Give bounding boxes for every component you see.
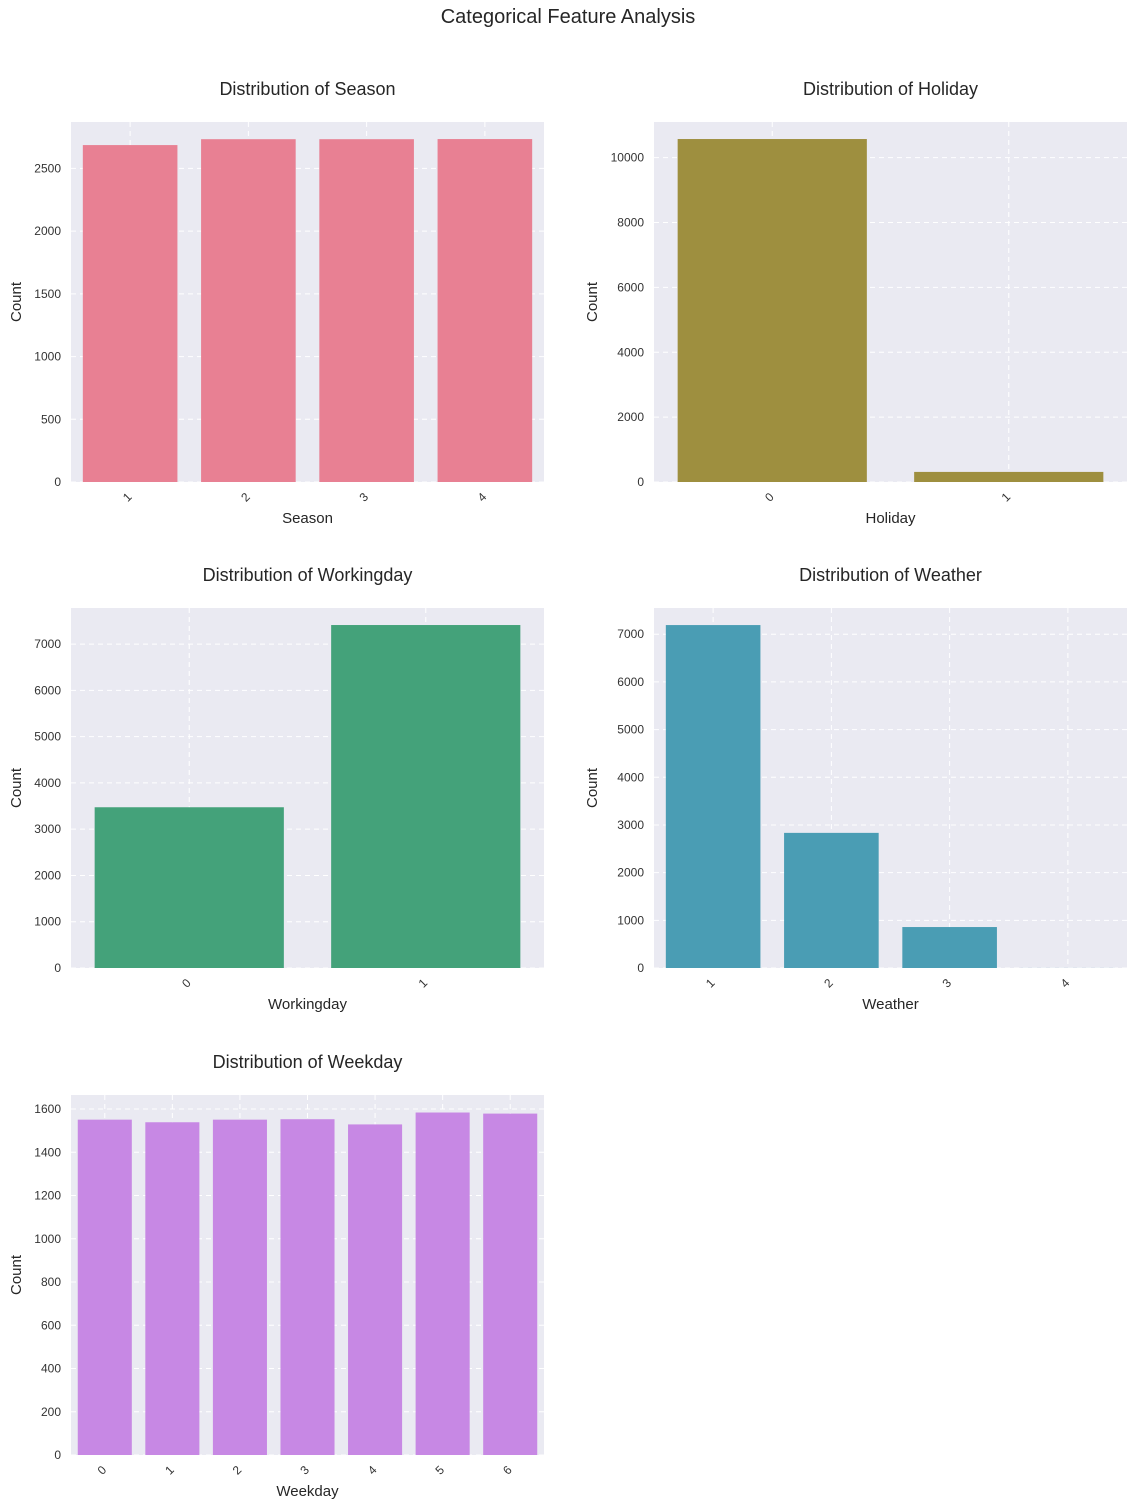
holiday-ytick-label: 6000 [617, 280, 644, 294]
weather-ytick-label: 4000 [617, 770, 644, 784]
weekday-ytick-label: 600 [41, 1318, 61, 1332]
season-ytick-label: 2000 [34, 224, 61, 238]
weather-xtick-label: 4 [1058, 976, 1073, 991]
weekday-ytick-label: 1000 [34, 1232, 61, 1246]
weather-bar-3 [902, 927, 997, 968]
weekday-ytick-label: 1400 [34, 1145, 61, 1159]
weekday-y-axis-label: Count [8, 1254, 25, 1295]
weekday-ytick-label: 1200 [34, 1189, 61, 1203]
holiday-ytick-label: 2000 [617, 410, 644, 424]
workingday-ytick-label: 4000 [34, 776, 61, 790]
weekday-bar-4 [348, 1124, 403, 1455]
weekday-xtick-label: 1 [162, 1463, 177, 1478]
weekday-ytick-label: 400 [41, 1362, 61, 1376]
workingday-xtick-label: 1 [416, 976, 431, 991]
weather-ytick-label: 6000 [617, 675, 644, 689]
holiday-bar-1 [914, 471, 1104, 482]
weekday-bar-5 [415, 1112, 470, 1455]
workingday-ytick-label: 1000 [34, 915, 61, 929]
weather-ytick-label: 7000 [617, 627, 644, 641]
weather-y-axis-label: Count [584, 767, 601, 808]
season-chart: 0 500 1000 1500 2000 2500 1 2 3 4 Season Count Distr… [8, 79, 544, 527]
season-ytick-label: 1500 [34, 287, 61, 301]
weather-ytick-label: 1000 [617, 913, 644, 927]
weather-ytick-label: 3000 [617, 818, 644, 832]
weekday-chart-title: Distribution of Weekday [213, 1052, 403, 1072]
workingday-ytick-label: 7000 [34, 637, 61, 651]
holiday-ytick-label: 8000 [617, 216, 644, 230]
holiday-x-axis-label: Holiday [865, 510, 916, 527]
weather-bar-2 [784, 832, 879, 968]
weather-xtick-label: 2 [821, 976, 836, 991]
season-xtick-label: 4 [475, 490, 490, 505]
weekday-bar-1 [145, 1122, 200, 1455]
holiday-bar-0 [677, 139, 867, 482]
workingday-bar-0 [94, 807, 284, 968]
season-ytick-label: 1000 [34, 350, 61, 364]
figure-title: Categorical Feature Analysis [440, 6, 696, 28]
holiday-chart: 0 2000 4000 6000 8000 10000 0 1 Holiday Count Dist… [584, 79, 1127, 527]
weekday-xtick-label: 6 [500, 1463, 515, 1478]
season-bar-3 [319, 139, 414, 482]
workingday-chart: 0 1000 2000 3000 4000 5000 6000 7000 0 1 Workingda… [8, 565, 544, 1013]
weather-ytick-label: 5000 [617, 723, 644, 737]
season-xtick-label: 3 [356, 490, 371, 505]
weekday-xtick-label: 5 [433, 1463, 448, 1478]
holiday-xtick-label: 1 [999, 490, 1014, 505]
season-bar-4 [437, 139, 533, 482]
weekday-xtick-label: 3 [297, 1463, 312, 1478]
weekday-xtick-label: 2 [230, 1463, 245, 1478]
season-xtick-label: 2 [238, 490, 253, 505]
weekday-ytick-label: 800 [41, 1275, 61, 1289]
holiday-ytick-label: 0 [637, 475, 644, 489]
weather-x-axis-label: Weather [862, 996, 918, 1013]
weather-ytick-label: 0 [637, 961, 644, 975]
holiday-ytick-label: 10000 [611, 151, 645, 165]
holiday-xtick-label: 0 [762, 490, 777, 505]
season-bar-2 [201, 139, 296, 482]
weekday-xtick-label: 0 [95, 1463, 110, 1478]
workingday-chart-title: Distribution of Workingday [203, 565, 413, 585]
season-ytick-label: 500 [41, 412, 61, 426]
workingday-xtick-label: 0 [179, 976, 194, 991]
season-chart-title: Distribution of Season [219, 79, 395, 99]
weekday-x-axis-label: Weekday [276, 1483, 339, 1500]
workingday-bar-1 [331, 625, 521, 968]
workingday-ytick-label: 6000 [34, 683, 61, 697]
season-x-axis-label: Season [282, 510, 333, 527]
season-ytick-label: 2500 [34, 161, 61, 175]
weekday-ytick-label: 200 [41, 1405, 61, 1419]
weekday-chart: 0 200 400 600 800 1000 1200 1400 1600 0 1 2 3 4 5 6 Week… [8, 1052, 544, 1500]
workingday-y-axis-label: Count [8, 767, 25, 808]
season-ytick-label: 0 [54, 475, 61, 489]
weekday-bar-6 [483, 1113, 538, 1455]
season-y-axis-label: Count [8, 281, 25, 322]
weather-ytick-label: 2000 [617, 866, 644, 880]
workingday-ytick-label: 5000 [34, 730, 61, 744]
weather-xtick-label: 3 [939, 976, 954, 991]
weather-chart-title: Distribution of Weather [799, 565, 982, 585]
weekday-bar-3 [280, 1119, 335, 1455]
weekday-ytick-label: 1600 [34, 1102, 61, 1116]
weather-xtick-label: 1 [703, 976, 718, 991]
workingday-x-axis-label: Workingday [268, 996, 347, 1013]
weekday-ytick-label: 0 [54, 1448, 61, 1462]
weekday-bar-0 [77, 1119, 132, 1455]
workingday-ytick-label: 2000 [34, 868, 61, 882]
holiday-y-axis-label: Count [584, 281, 601, 322]
workingday-ytick-label: 3000 [34, 822, 61, 836]
weekday-bar-2 [212, 1119, 267, 1455]
holiday-ytick-label: 4000 [617, 345, 644, 359]
weather-bar-1 [665, 625, 761, 968]
weekday-xtick-label: 4 [365, 1463, 380, 1478]
workingday-ytick-label: 0 [54, 961, 61, 975]
weather-chart: 0 1000 2000 3000 4000 5000 6000 7000 1 2 3 4 Weather… [584, 565, 1127, 1013]
season-bar-1 [82, 145, 178, 482]
season-xtick-label: 1 [120, 490, 135, 505]
holiday-chart-title: Distribution of Holiday [803, 79, 978, 99]
